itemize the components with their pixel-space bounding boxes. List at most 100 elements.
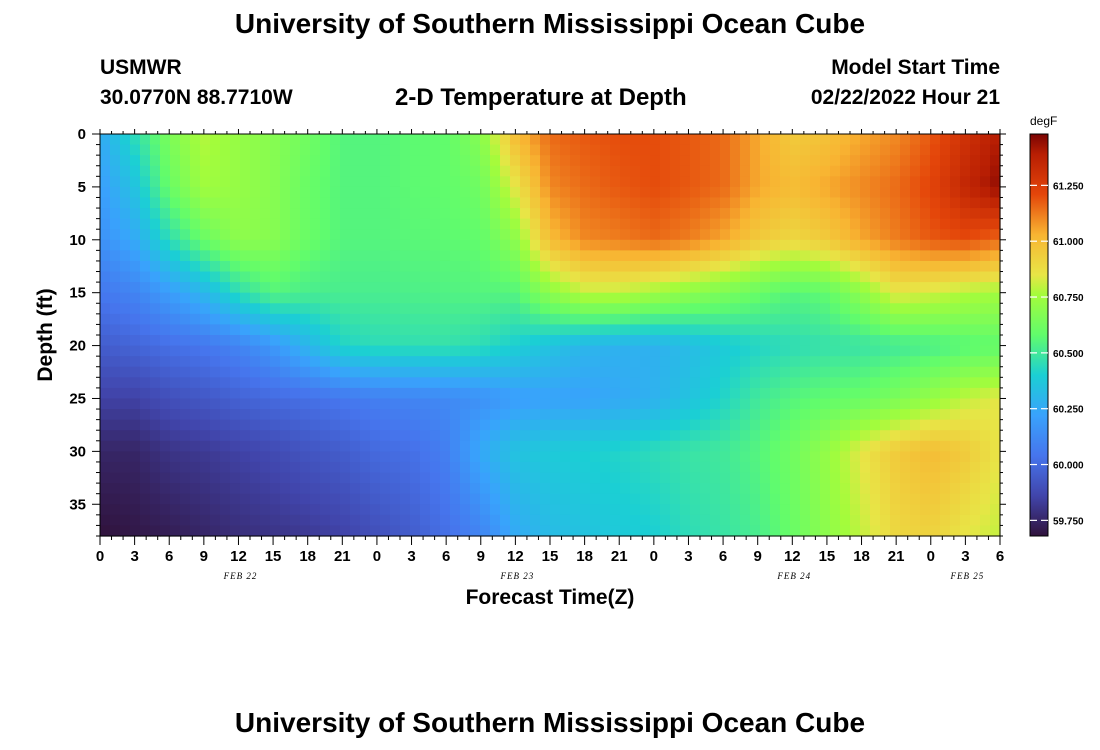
heatmap-cell	[270, 472, 281, 484]
heatmap-cell	[330, 356, 341, 368]
heatmap-cell	[880, 155, 891, 167]
heatmap-cell	[680, 282, 691, 294]
heatmap-cell	[510, 250, 521, 262]
heatmap-cell	[390, 208, 401, 220]
heatmap-cell	[870, 229, 881, 241]
heatmap-cell	[110, 356, 121, 368]
heatmap-cell	[510, 419, 521, 431]
heatmap-cell	[320, 176, 331, 188]
heatmap-cell	[280, 504, 291, 516]
heatmap-cell	[520, 282, 531, 294]
heatmap-cell	[710, 398, 721, 410]
heatmap-cell	[170, 483, 181, 495]
heatmap-cell	[210, 176, 221, 188]
heatmap-cell	[320, 292, 331, 304]
heatmap-cell	[230, 409, 241, 421]
heatmap-cell	[200, 472, 211, 484]
heatmap-cell	[360, 165, 371, 177]
heatmap-cell	[210, 525, 221, 537]
heatmap-cell	[680, 345, 691, 357]
heatmap-cell	[760, 345, 771, 357]
heatmap-cell	[450, 176, 461, 188]
heatmap-cell	[380, 165, 391, 177]
heatmap-cell	[610, 144, 621, 156]
heatmap-cell	[120, 440, 131, 452]
heatmap-cell	[180, 186, 191, 199]
heatmap-cell	[440, 387, 451, 400]
heatmap-cell	[110, 483, 121, 495]
heatmap-cell	[690, 398, 701, 410]
heatmap-cell	[750, 345, 761, 357]
heatmap-cell	[670, 451, 681, 463]
heatmap-cell	[980, 292, 991, 304]
heatmap-cell	[880, 461, 891, 474]
heatmap-cell	[230, 356, 241, 368]
heatmap-cell	[240, 176, 251, 188]
heatmap-cell	[720, 324, 731, 336]
heatmap-cell	[200, 250, 211, 262]
heatmap-cell	[110, 134, 121, 146]
heatmap-cell	[650, 239, 661, 251]
heatmap-cell	[970, 345, 981, 357]
heatmap-cell	[200, 440, 211, 452]
heatmap-cell	[600, 292, 611, 304]
heatmap-cell	[370, 186, 381, 199]
heatmap-cell	[960, 324, 971, 336]
heatmap-cell	[680, 165, 691, 177]
heatmap-cell	[600, 461, 611, 474]
heatmap-cell	[280, 134, 291, 146]
heatmap-cell	[920, 525, 931, 537]
heatmap-cell	[130, 303, 141, 315]
heatmap-cell	[990, 197, 1001, 209]
heatmap-cell	[530, 260, 541, 273]
heatmap-cell	[480, 208, 491, 220]
heatmap-cell	[210, 282, 221, 294]
heatmap-cell	[390, 239, 401, 251]
heatmap-cell	[520, 398, 531, 410]
heatmap-cell	[270, 419, 281, 431]
heatmap-cell	[100, 356, 111, 368]
heatmap-cell	[150, 239, 161, 251]
heatmap-cell	[280, 451, 291, 463]
heatmap-cell	[670, 260, 681, 273]
heatmap-cell	[590, 345, 601, 357]
heatmap-cell	[860, 186, 871, 199]
heatmap-cell	[980, 398, 991, 410]
heatmap-cell	[920, 461, 931, 474]
heatmap-cell	[140, 472, 151, 484]
heatmap-cell	[670, 186, 681, 199]
heatmap-cell	[960, 229, 971, 241]
heatmap-cell	[830, 176, 841, 188]
heatmap-cell	[490, 134, 501, 146]
heatmap-cell	[570, 493, 581, 505]
heatmap-cell	[740, 409, 751, 421]
heatmap-cell	[830, 229, 841, 241]
heatmap-cell	[910, 197, 921, 209]
heatmap-cell	[960, 335, 971, 347]
heatmap-cell	[710, 271, 721, 283]
heatmap-cell	[540, 514, 551, 527]
heatmap-cell	[160, 335, 171, 347]
heatmap-cell	[900, 345, 911, 357]
heatmap-cell	[850, 250, 861, 262]
heatmap-cell	[740, 144, 751, 156]
heatmap-cell	[890, 409, 901, 421]
heatmap-cell	[260, 324, 271, 336]
heatmap-cell	[830, 525, 841, 537]
heatmap-cell	[950, 260, 961, 273]
heatmap-cell	[710, 409, 721, 421]
heatmap-cell	[810, 165, 821, 177]
heatmap-cell	[720, 493, 731, 505]
heatmap-cell	[350, 461, 361, 474]
heatmap-cell	[200, 282, 211, 294]
heatmap-cell	[940, 345, 951, 357]
heatmap-cell	[200, 366, 211, 378]
heatmap-cell	[790, 155, 801, 167]
heatmap-cell	[550, 398, 561, 410]
heatmap-cell	[670, 229, 681, 241]
heatmap-cell	[870, 134, 881, 146]
heatmap-cell	[310, 377, 321, 389]
heatmap-cell	[210, 409, 221, 421]
heatmap-cell	[590, 260, 601, 273]
heatmap-cell	[490, 387, 501, 400]
